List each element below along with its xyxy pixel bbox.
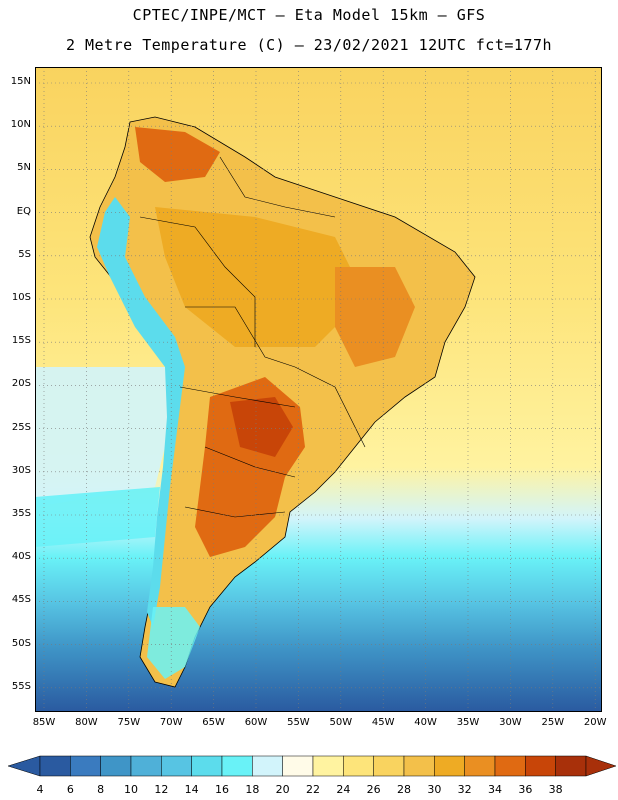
- colorbar-label: 34: [488, 783, 502, 796]
- colorbar: [7, 755, 617, 777]
- colorbar-swatch: [555, 755, 587, 777]
- pacific-cool-region: [35, 367, 175, 507]
- latitude-label: 15N: [10, 76, 31, 87]
- andes-cold-strip: [97, 197, 185, 627]
- colorbar-label: 14: [184, 783, 199, 796]
- longitude-label: 55W: [287, 717, 310, 728]
- latitude-label: 10S: [11, 292, 31, 303]
- colorbar-swatch: [70, 755, 101, 777]
- longitude-label: 30W: [499, 717, 522, 728]
- map-title: CPTEC/INPE/MCT – Eta Model 15km – GFS: [132, 6, 486, 24]
- colorbar-swatch: [464, 755, 496, 777]
- colorbar-swatch: [312, 755, 344, 777]
- colorbar-swatch: [282, 755, 314, 777]
- map-border: [35, 67, 602, 712]
- colorbar-label: 28: [397, 783, 411, 796]
- colorbar-swatch: [403, 755, 435, 777]
- colorbar-label: 20: [275, 783, 290, 796]
- longitude-label: 50W: [329, 717, 353, 728]
- colorbar-label: 12: [154, 783, 169, 796]
- longitude-label: 85W: [32, 717, 56, 728]
- colorbar-high-arrow: [585, 755, 617, 777]
- colorbar-swatch: [525, 755, 556, 777]
- longitude-label: 60W: [244, 717, 268, 728]
- colorbar-swatch: [39, 755, 71, 777]
- colorbar-label: 36: [518, 783, 533, 796]
- latitude-label: EQ: [16, 205, 31, 217]
- warm-amazon: [155, 207, 365, 347]
- colorbar-swatch: [221, 755, 253, 777]
- country-borders: [139, 156, 366, 518]
- longitude-label: 65W: [202, 717, 225, 728]
- colorbar-label: 38: [548, 783, 563, 796]
- colorbar-swatch: [343, 755, 374, 777]
- colorbar-swatch: [161, 755, 192, 777]
- colorbar-label: 32: [457, 783, 472, 796]
- colorbar-label: 22: [306, 783, 320, 796]
- longitude-label: 75W: [117, 717, 141, 728]
- latitude-label: 40S: [11, 551, 31, 563]
- longitude-label: 40W: [414, 717, 437, 728]
- longitude-label: 80W: [75, 717, 98, 728]
- latitude-label: 10N: [10, 119, 31, 131]
- latitude-label: 15S: [11, 335, 31, 347]
- latitude-label: 5N: [17, 162, 31, 174]
- longitude-label: 25W: [541, 717, 565, 728]
- map-subtitle: 2 Metre Temperature (C) – 23/02/2021 12U…: [65, 36, 553, 54]
- colorbar-swatch: [373, 755, 405, 777]
- longitude-label: 35W: [456, 717, 480, 728]
- colorbar-label: 16: [215, 783, 229, 796]
- hot-venezuela: [135, 127, 220, 182]
- colorbar-label: 30: [427, 783, 442, 796]
- colorbar-swatch: [252, 755, 283, 777]
- colorbar-swatch: [130, 755, 162, 777]
- latitude-label: 35S: [11, 508, 31, 519]
- colorbar-swatch: [100, 755, 132, 777]
- colorbar-swatch: [434, 755, 465, 777]
- colorbar-label: 26: [366, 783, 381, 796]
- latitude-label: 50S: [11, 637, 31, 649]
- colorbar-label: 10: [124, 783, 138, 796]
- latitude-label: 5S: [18, 248, 31, 260]
- colorbar-label: 6: [66, 783, 74, 796]
- longitude-label: 70W: [159, 717, 183, 728]
- latitude-label: 20S: [11, 378, 31, 390]
- latitude-label: 45S: [11, 594, 31, 606]
- longitude-label: 20W: [583, 717, 607, 728]
- colorbar-low-arrow: [7, 755, 41, 777]
- colorbar-swatch: [191, 755, 223, 777]
- longitude-label: 45W: [371, 717, 395, 728]
- hot-core-paraguay: [230, 397, 293, 457]
- latitude-label: 30S: [11, 464, 31, 476]
- colorbar-label: 4: [36, 783, 44, 796]
- latitude-label: 25S: [11, 421, 31, 433]
- patagonia-cool: [147, 607, 200, 679]
- temperature-map: [35, 67, 602, 712]
- pacific-cold-region: [35, 487, 160, 547]
- colorbar-label: 24: [336, 783, 351, 796]
- latitude-label: 55S: [11, 680, 31, 692]
- colorbar-swatch: [494, 755, 526, 777]
- colorbar-label: 8: [97, 783, 105, 796]
- colorbar-label: 18: [245, 783, 260, 796]
- graticule: [35, 67, 602, 712]
